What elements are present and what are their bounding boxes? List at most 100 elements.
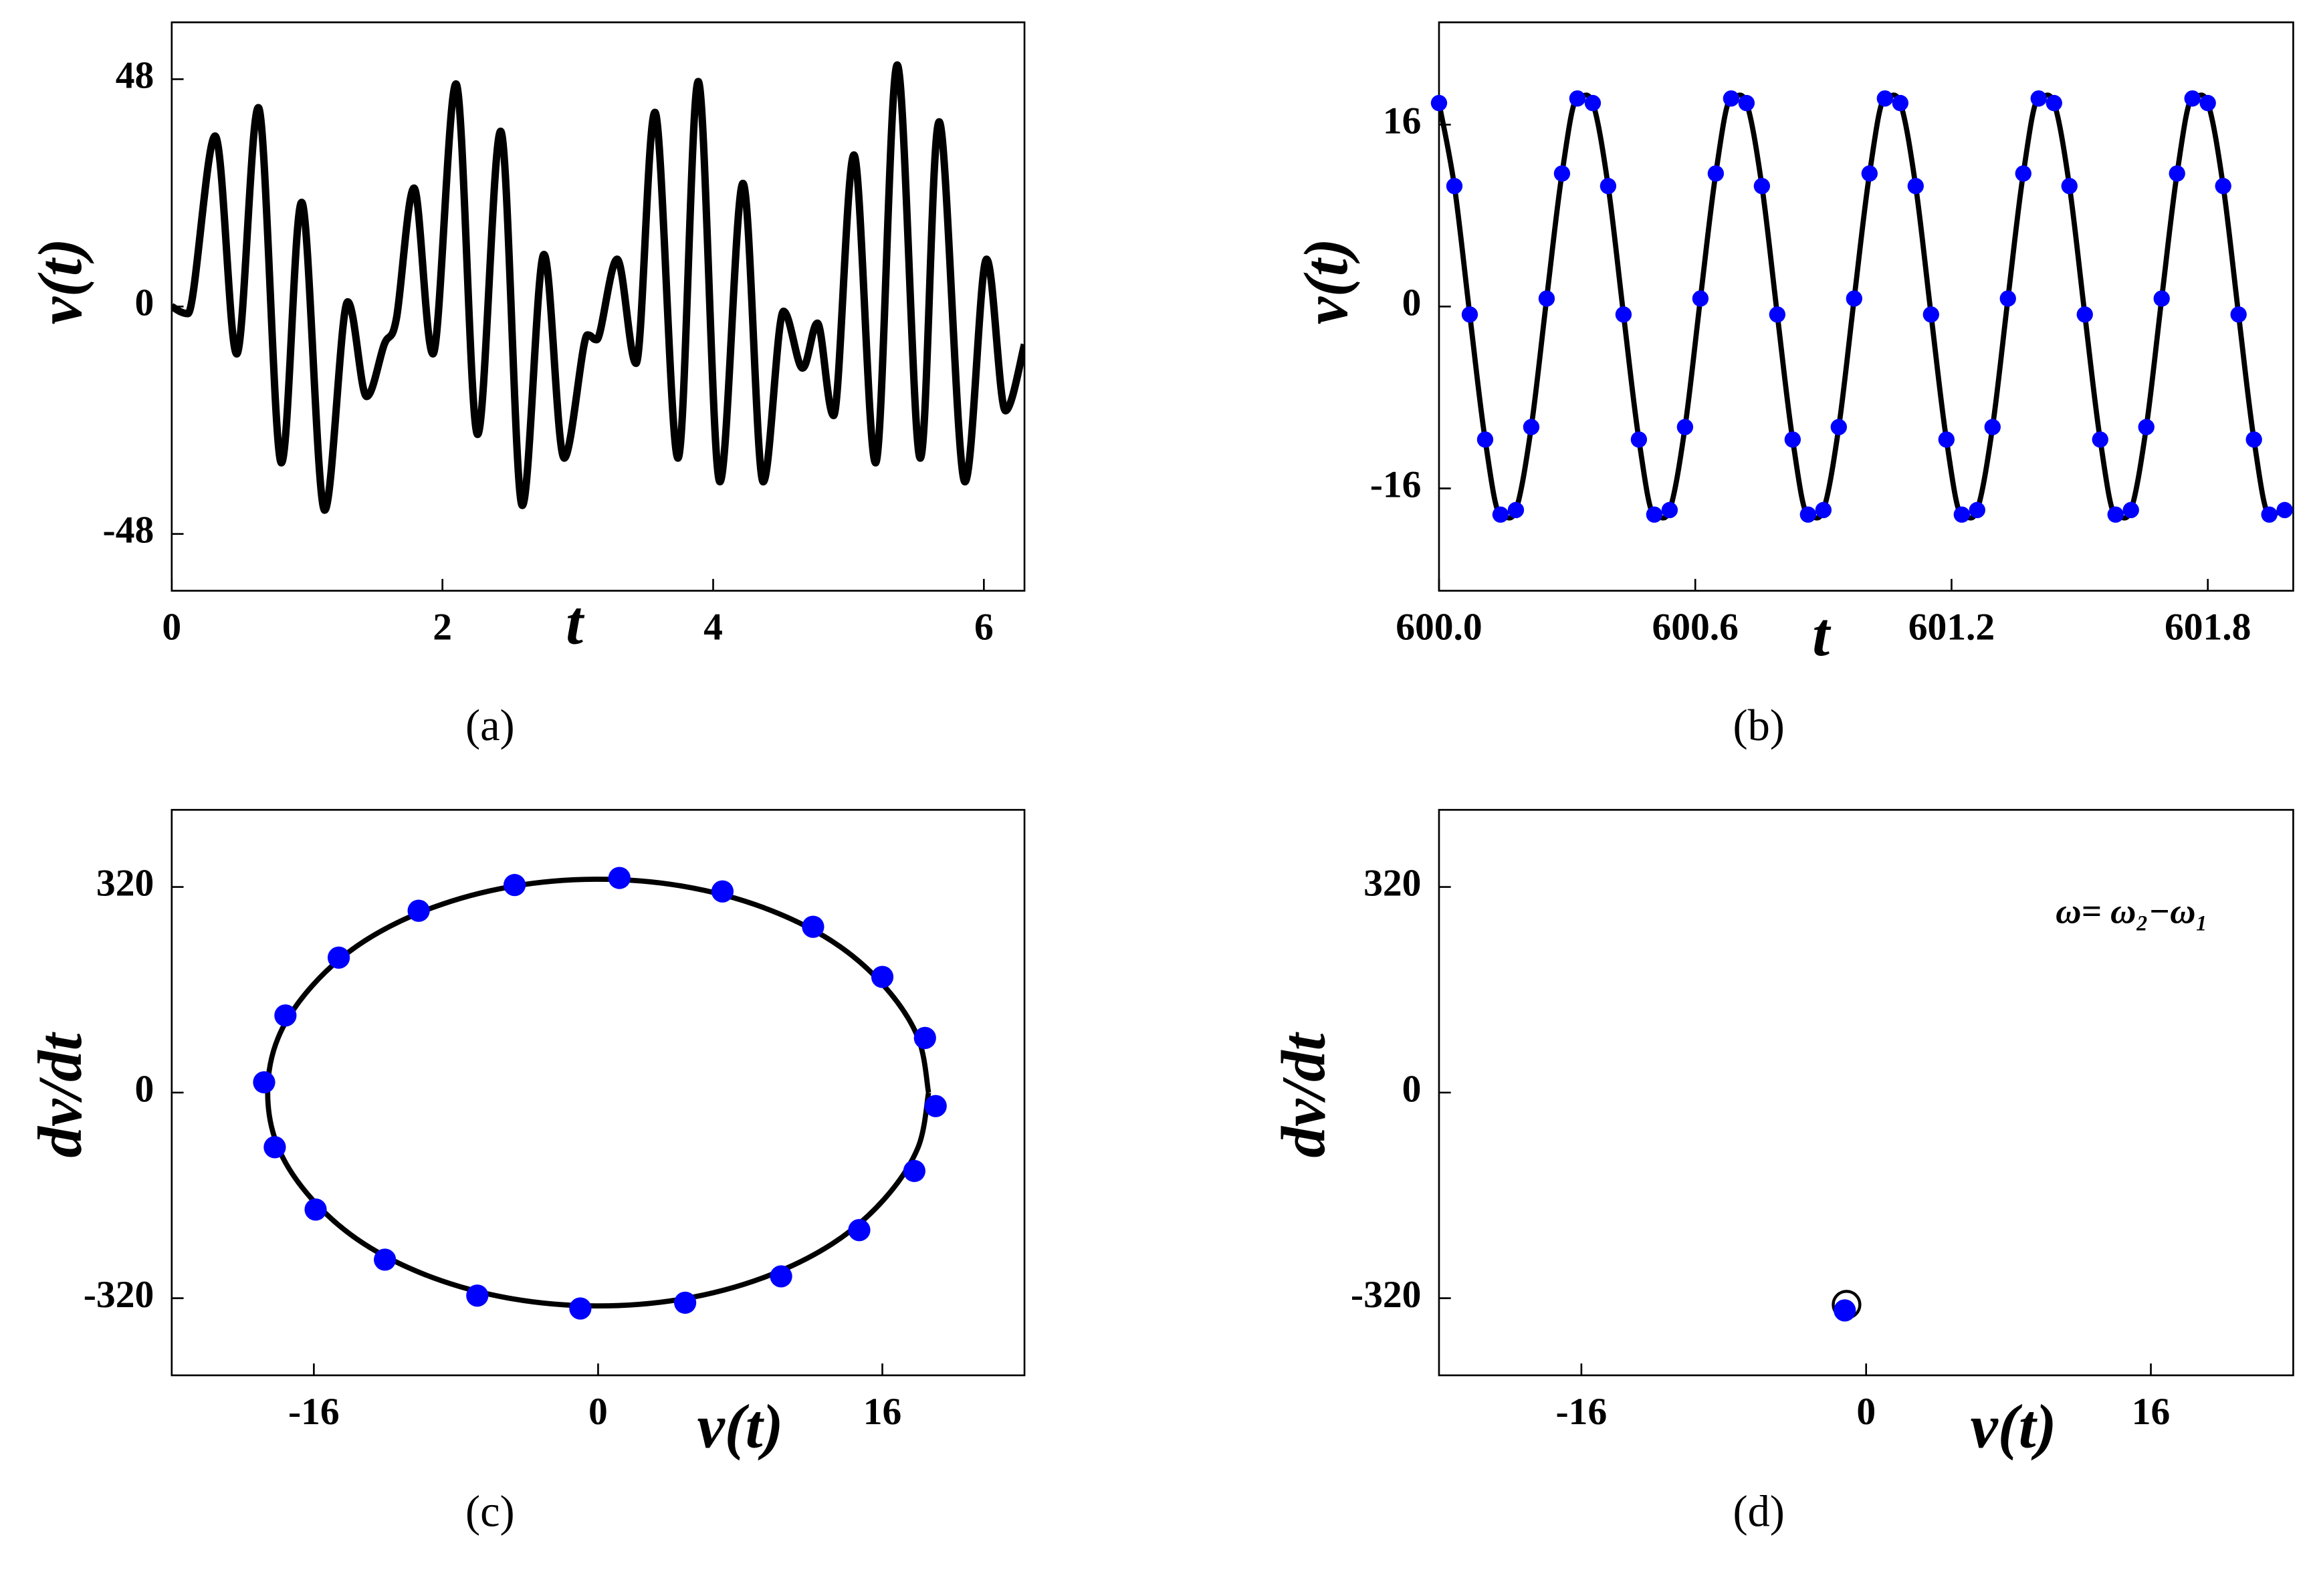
y-tick-label: 16: [1383, 100, 1422, 142]
dot-marker: [1834, 1299, 1856, 1322]
dot-marker: [2230, 306, 2247, 323]
dot-marker: [1630, 431, 1648, 448]
dot-marker: [327, 946, 350, 969]
dot-marker: [2015, 165, 2031, 182]
dot-marker: [1569, 90, 1586, 107]
data-line: [171, 61, 1025, 514]
dot-marker: [802, 915, 824, 938]
x-axis-title: v(t): [1970, 1393, 2056, 1462]
dot-marker: [1938, 431, 1955, 448]
x-axis-title: t: [566, 588, 585, 657]
dot-marker: [1523, 419, 1540, 435]
dot-marker: [1830, 419, 1848, 435]
dot-marker: [1461, 306, 1478, 323]
y-tick-label: 48: [116, 55, 154, 97]
dot-marker: [2076, 306, 2093, 323]
y-tick-label: -320: [84, 1274, 154, 1316]
dot-marker: [1999, 290, 2016, 307]
y-tick-label: -48: [103, 509, 154, 552]
dot-marker: [466, 1284, 489, 1307]
dot-marker: [569, 1297, 592, 1320]
panel-label: (d): [1733, 1488, 1784, 1536]
x-tick-label: 601.8: [2165, 606, 2251, 649]
dot-marker: [2245, 431, 2262, 448]
dot-marker: [2215, 178, 2231, 195]
dot-marker: [848, 1219, 871, 1242]
dot-marker: [913, 1026, 936, 1049]
y-tick-label: -320: [1351, 1274, 1421, 1316]
dot-marker: [674, 1291, 697, 1314]
dot-marker: [1876, 90, 1893, 107]
dot-marker: [1446, 178, 1463, 195]
y-axis-title: v(t): [1292, 238, 1361, 324]
dot-marker: [1723, 90, 1740, 107]
dot-marker: [2276, 501, 2293, 518]
x-tick-label: 0: [1856, 1391, 1876, 1433]
dot-marker: [304, 1198, 327, 1221]
dot-marker: [1969, 501, 1985, 518]
dot-marker: [1692, 290, 1709, 307]
y-axis-title: dv/dt: [26, 1031, 95, 1157]
panel-label: (a): [465, 701, 515, 750]
dot-marker: [1953, 506, 1970, 523]
x-tick-label: 601.2: [1908, 606, 1995, 649]
dot-marker: [2199, 94, 2216, 112]
dot-marker: [1476, 431, 1494, 448]
dot-marker: [1492, 506, 1509, 523]
dot-marker: [1584, 94, 1602, 112]
dot-marker: [1784, 431, 1801, 448]
x-tick-label: 600.6: [1652, 606, 1738, 649]
dot-marker: [1907, 178, 1924, 195]
dot-marker: [2122, 501, 2139, 518]
x-tick-label: 16: [863, 1391, 902, 1433]
dot-marker: [1661, 501, 1678, 518]
dot-marker: [924, 1095, 947, 1117]
dot-marker: [903, 1159, 925, 1182]
y-tick-label: 320: [1363, 863, 1421, 905]
x-tick-label: 0: [588, 1391, 608, 1433]
dot-marker: [263, 1136, 286, 1159]
dot-marker: [1892, 94, 1908, 112]
x-tick-label: -16: [288, 1391, 340, 1433]
dot-marker: [1769, 306, 1786, 323]
dot-marker: [2046, 94, 2062, 112]
dot-marker: [2138, 419, 2155, 435]
dot-marker: [1600, 178, 1617, 195]
panel-label: (c): [465, 1488, 515, 1536]
dot-marker: [1430, 94, 1448, 112]
dot-marker: [1861, 165, 1878, 182]
x-tick-label: 600.0: [1396, 606, 1482, 649]
dot-marker: [608, 867, 631, 889]
dot-marker: [1646, 506, 1663, 523]
x-axis-title: t: [1812, 600, 1832, 669]
y-axis-title: dv/dt: [1270, 1031, 1339, 1157]
y-tick-label: 0: [134, 282, 154, 324]
dot-marker: [374, 1248, 397, 1271]
x-tick-label: 4: [703, 606, 723, 649]
dot-marker: [2261, 506, 2278, 523]
dot-marker: [274, 1004, 297, 1027]
x-tick-label: 0: [162, 606, 181, 649]
dot-marker: [503, 874, 526, 897]
y-axis-title: v(t): [26, 238, 95, 324]
x-tick-label: 6: [974, 606, 994, 649]
y-tick-label: 0: [1402, 282, 1422, 324]
x-tick-label: 2: [433, 606, 452, 649]
dot-marker: [2061, 178, 2078, 195]
dot-marker: [2169, 165, 2185, 182]
dot-marker: [1753, 178, 1771, 195]
y-tick-label: 0: [1402, 1068, 1422, 1110]
dot-marker: [2153, 290, 2170, 307]
dot-marker: [770, 1265, 792, 1288]
dot-marker: [1507, 501, 1525, 518]
dot-marker: [2030, 90, 2047, 107]
dot-marker: [1615, 306, 1632, 323]
panel-label: (b): [1733, 701, 1784, 750]
dot-marker: [2092, 431, 2108, 448]
dot-marker: [253, 1071, 276, 1094]
dot-marker: [2184, 90, 2201, 107]
dot-marker: [711, 880, 734, 903]
plot-frame: [171, 21, 1026, 592]
dot-marker: [1984, 419, 2001, 435]
